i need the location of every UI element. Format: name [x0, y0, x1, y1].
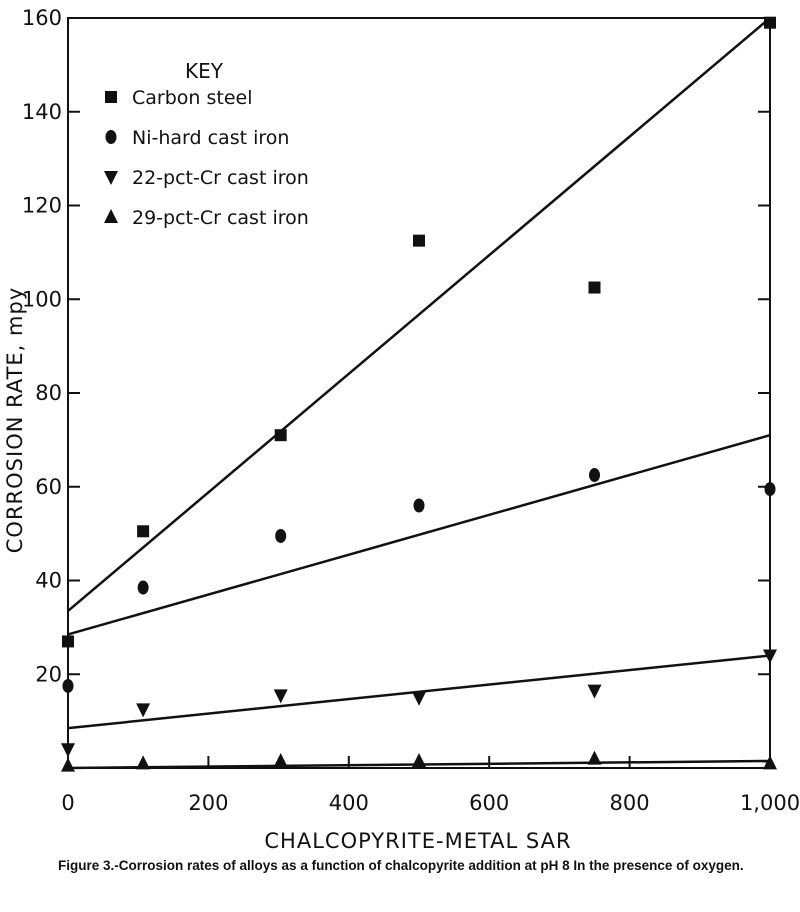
- point-series-3: [763, 649, 777, 664]
- y-tick-label: 140: [22, 100, 62, 124]
- x-tick-label: 200: [188, 791, 228, 815]
- point-series-4: [273, 752, 288, 767]
- point-series-1: [137, 525, 150, 538]
- y-tick-label: 120: [22, 194, 62, 218]
- x-axis-title: CHALCOPYRITE-METAL SAR: [264, 829, 571, 850]
- x-tick-label: 400: [329, 791, 369, 815]
- point-series-3: [61, 743, 75, 758]
- y-tick-label: 100: [22, 287, 62, 311]
- y-tick-label: 20: [35, 662, 62, 686]
- legend-label-series-1: Carbon steel: [132, 87, 253, 109]
- point-series-4: [412, 752, 426, 767]
- x-tick-label: 600: [469, 791, 509, 815]
- y-tick-label: 60: [35, 475, 62, 499]
- point-series-3: [587, 684, 602, 699]
- x-tick-label: 0: [61, 791, 74, 815]
- figure-caption: Figure 3.-Corrosion rates of alloys as a…: [58, 858, 744, 873]
- point-series-1: [764, 16, 776, 29]
- y-tick-label: 80: [35, 381, 62, 405]
- point-series-1: [413, 234, 425, 247]
- point-series-3: [273, 689, 288, 704]
- fit-line-series-2: [67, 433, 771, 636]
- x-axis-ticks: 0 200 400 600 800 1,000: [61, 756, 800, 815]
- point-series-2: [764, 482, 776, 497]
- point-series-2: [137, 580, 149, 595]
- point-series-2: [62, 678, 74, 693]
- legend-marker-series-3: [104, 171, 118, 185]
- legend-marker-series-2: [105, 130, 117, 144]
- legend-label-series-2: Ni-hard cast iron: [132, 127, 289, 149]
- y-tick-label: 160: [22, 6, 62, 30]
- point-series-3: [136, 703, 151, 718]
- legend-label-series-4: 29-pct-Cr cast iron: [132, 207, 309, 229]
- legend-title: KEY: [185, 59, 224, 83]
- point-series-3: [412, 691, 426, 706]
- legend-marker-series-1: [105, 91, 117, 103]
- point-series-4: [136, 755, 151, 770]
- y-tick-label: 40: [35, 569, 62, 593]
- x-tick-label: 800: [610, 791, 650, 815]
- x-tick-label: 1,000: [740, 791, 800, 815]
- point-series-1: [274, 429, 287, 442]
- y-axis-title: CORROSION RATE, mpy: [3, 287, 27, 553]
- point-series-4: [587, 750, 602, 765]
- data-points: [61, 16, 777, 772]
- legend-marker-series-4: [104, 209, 118, 223]
- point-series-2: [275, 528, 287, 543]
- fit-line-series-1: [67, 17, 771, 612]
- point-series-2: [589, 468, 600, 483]
- legend: KEY Carbon steel Ni-hard cast iron 22-pct-…: [104, 59, 309, 229]
- point-series-1: [588, 281, 601, 294]
- point-series-2: [413, 498, 425, 513]
- legend-label-series-3: 22-pct-Cr cast iron: [132, 167, 309, 189]
- point-series-1: [62, 635, 74, 648]
- y-axis-ticks: 20 40 60 80 100 120 140 160: [22, 6, 770, 686]
